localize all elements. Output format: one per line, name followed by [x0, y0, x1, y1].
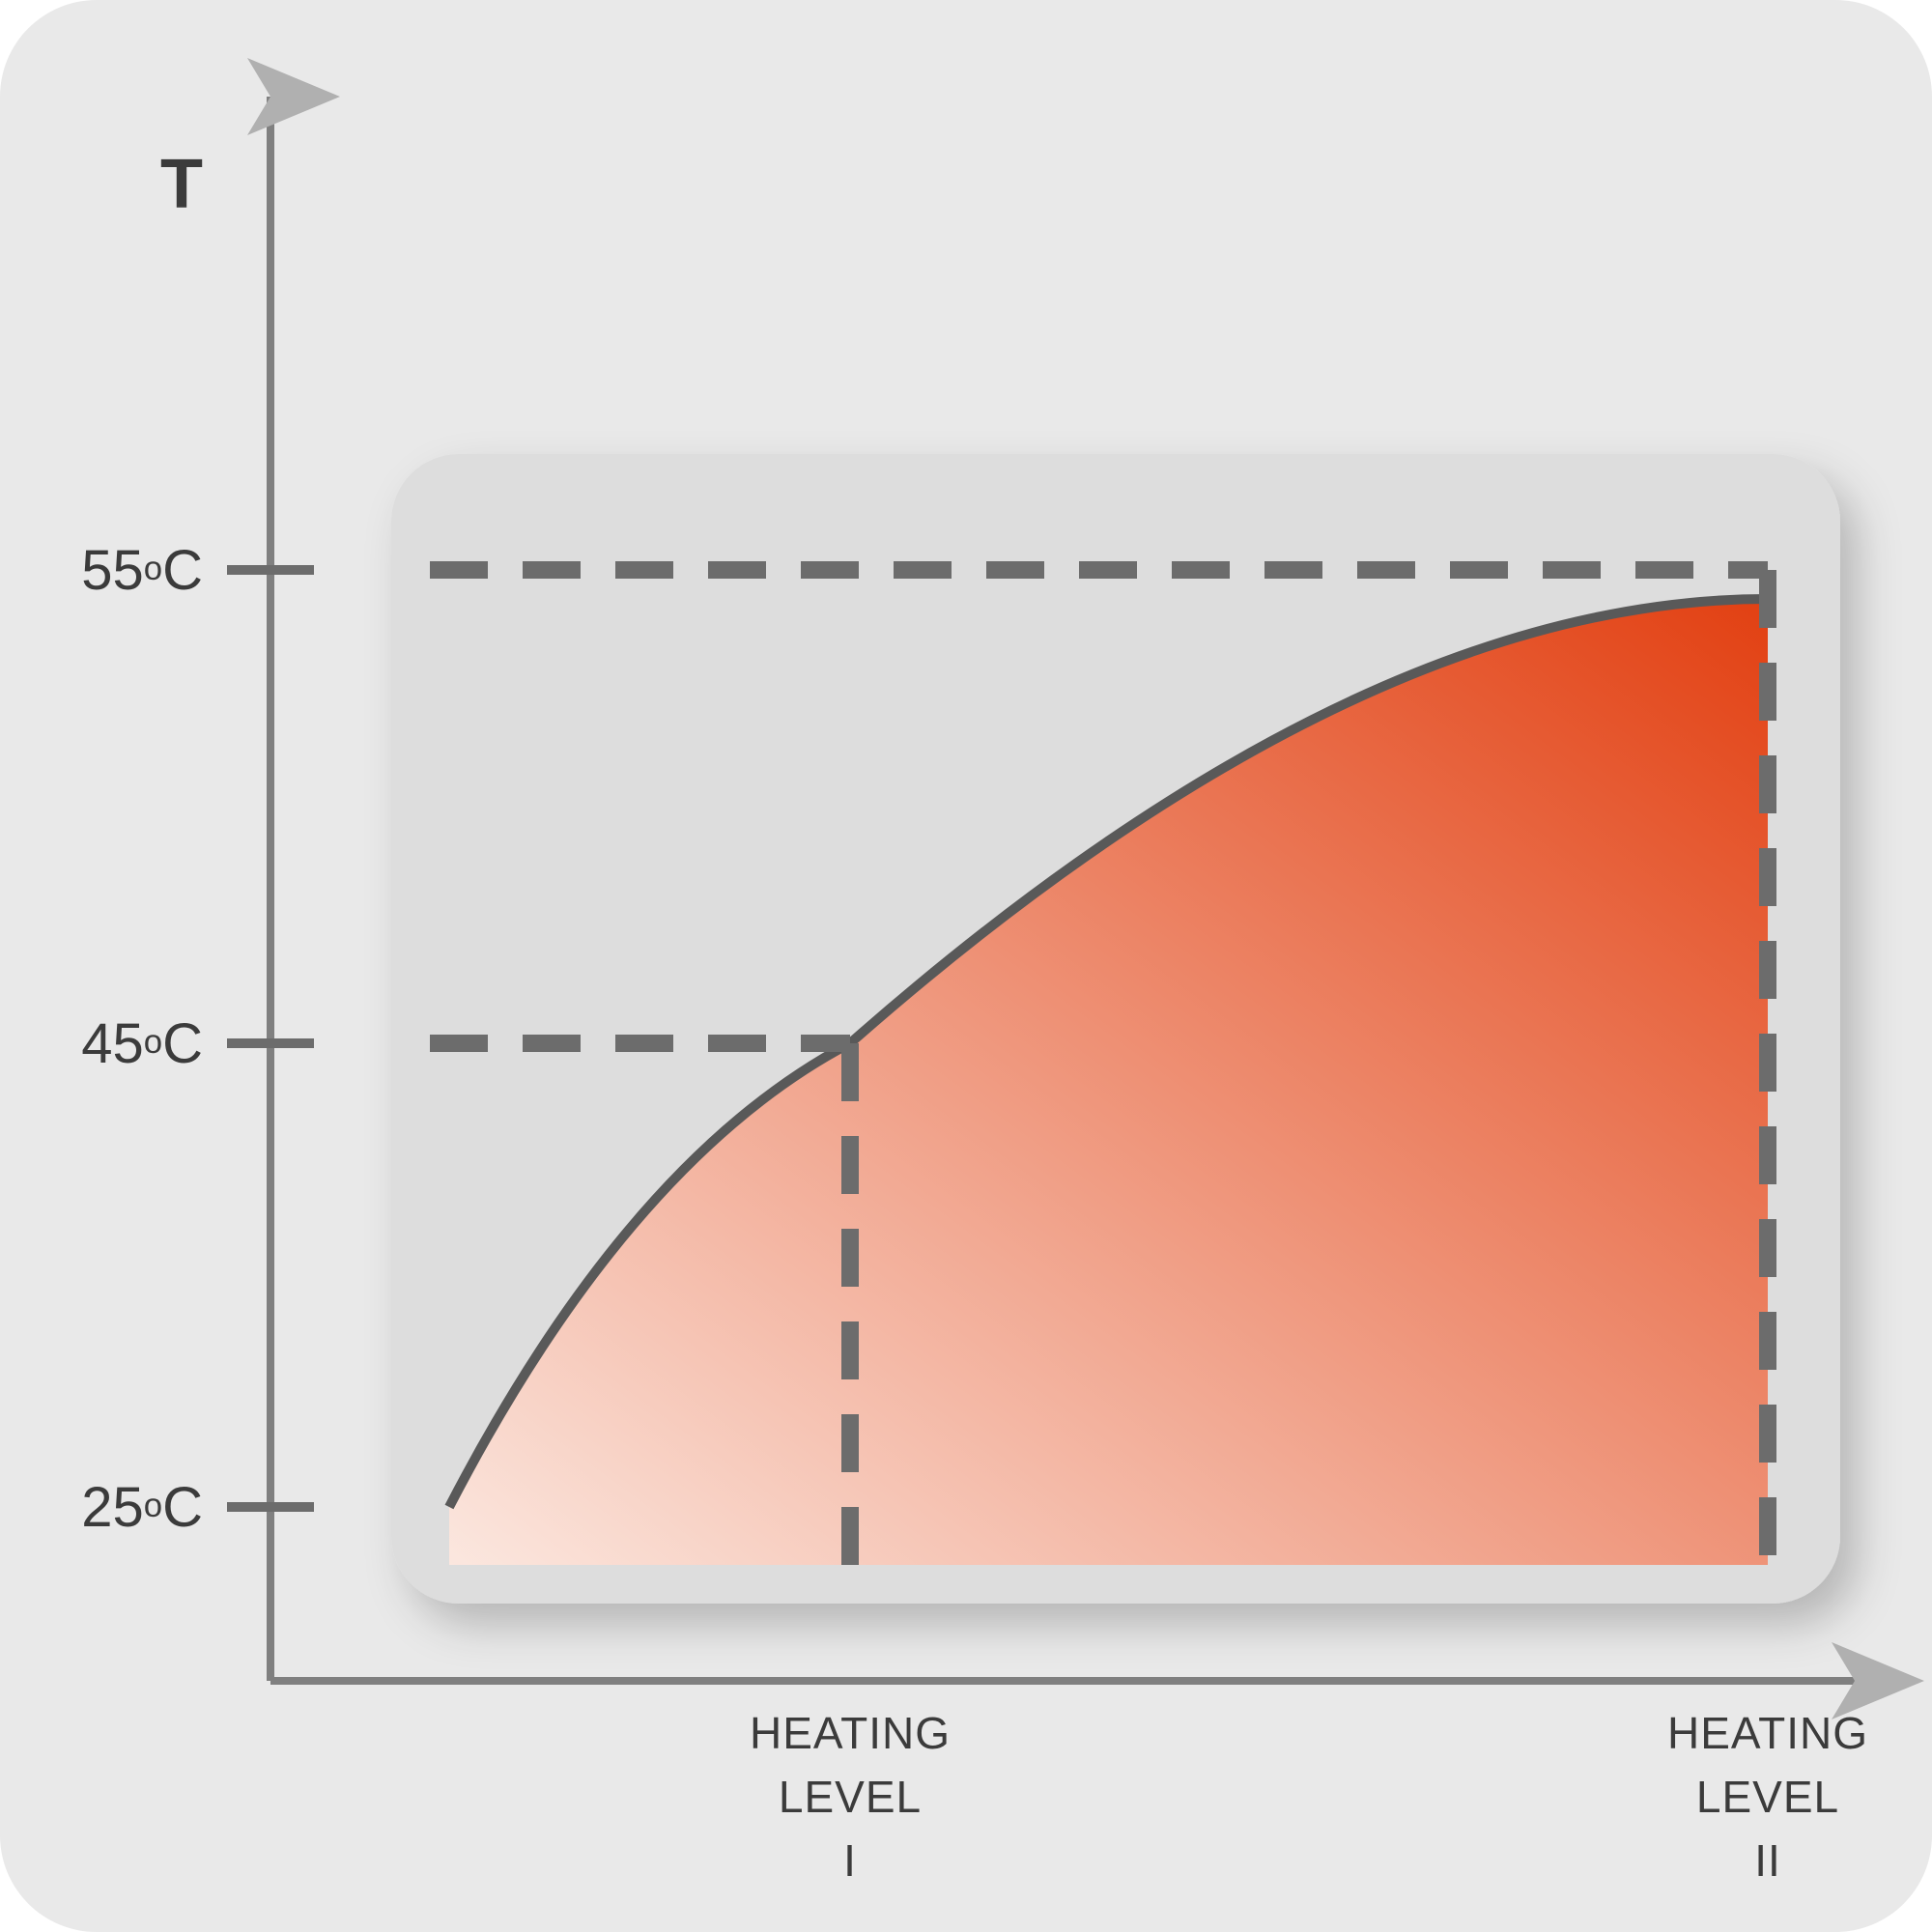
y-tick-25: 25oC	[81, 1476, 203, 1539]
chart-container: T 25oC 45oC 55oC HEATINGLEVELI HEATINGLE…	[0, 0, 1932, 1932]
y-axis-label: T	[160, 146, 203, 223]
x-tick-level-1: HEATINGLEVELI	[750, 1708, 951, 1886]
y-tick-45: 45oC	[81, 1012, 203, 1075]
x-tick-level-2: HEATINGLEVELII	[1667, 1708, 1868, 1886]
temperature-chart: T 25oC 45oC 55oC HEATINGLEVELI HEATINGLE…	[0, 0, 1932, 1932]
y-tick-55: 55oC	[81, 539, 203, 602]
